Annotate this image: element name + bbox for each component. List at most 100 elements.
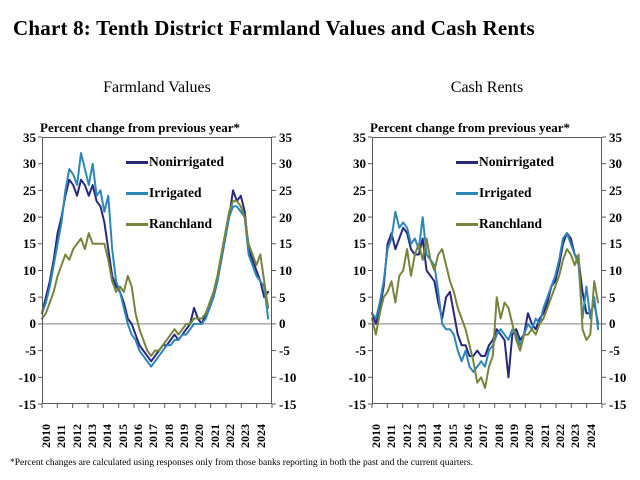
y-tick-label: -15 (609, 396, 627, 412)
chart-subtitle-cash-rents: Cash Rents (450, 79, 524, 96)
x-axis-labels: 2010 2011 2012 2013 2014 2015 2016 2017 2018 2019… (39, 409, 272, 451)
y-tick-label: 10 (279, 263, 292, 278)
chart-canvas (38, 136, 276, 408)
x-tick-label: 2012 (69, 424, 84, 448)
panel-cash-rents: Cash Rents Percent change from previous … (330, 0, 640, 450)
y-tick-label: 10 (23, 263, 36, 278)
x-tick-label: 2014 (100, 424, 115, 448)
x-tick-label: 2020 (192, 424, 207, 448)
x-tick-label: 2022 (223, 424, 237, 448)
x-tick-label: 2019 (177, 424, 191, 448)
series-line-ranchland (41, 200, 270, 357)
y-tick-label: 25 (23, 182, 36, 198)
x-tick-label: 2014 (430, 424, 445, 448)
legend-item-irrigated: Irrigated (456, 184, 554, 202)
legend-swatch-nonirrigated (126, 160, 148, 164)
x-tick-label: 2020 (522, 424, 537, 448)
legend-label: Ranchland (149, 216, 213, 231)
y-tick-label: 35 (609, 129, 622, 145)
legend-label: Irrigated (149, 185, 202, 200)
y-axis-labels-right: 35 30 25 20 15 10 5 0 -5 -10 -15 (609, 131, 640, 411)
legend-swatch-irrigated (456, 191, 478, 195)
page-title: Chart 8: Tenth District Farmland Values … (13, 16, 535, 40)
y-tick-label: -15 (348, 396, 366, 412)
plot-area: Nonirrigated Irrigated Ranchland (368, 136, 606, 408)
x-tick-label: 2024 (253, 424, 268, 448)
x-tick-label: 2015 (115, 424, 130, 448)
x-tick-label: 2010 (369, 424, 383, 448)
y-axis-labels-left: 35 30 25 20 15 10 5 0 -5 -10 -15 (2, 131, 37, 411)
y-tick-label: 10 (353, 263, 366, 278)
y-tick-label: 35 (353, 129, 366, 145)
y-tick-label: 30 (353, 156, 366, 172)
legend-swatch-nonirrigated (456, 160, 478, 164)
x-axis-labels: 2010 2011 2012 2013 2014 2015 2016 2017 2018 2019… (369, 409, 602, 451)
chart-canvas (368, 136, 606, 408)
y-tick-label: 10 (609, 263, 622, 278)
x-tick-label: 2011 (384, 424, 399, 448)
y-tick-label: 30 (279, 156, 292, 172)
y-tick-label: 20 (609, 209, 622, 225)
y-tick-label: 20 (279, 209, 292, 225)
y-tick-label: 20 (353, 209, 366, 225)
legend-item-ranchland: Ranchland (126, 215, 224, 233)
y-tick-label: -15 (18, 396, 36, 412)
footnote: *Percent changes are calculated using re… (10, 458, 473, 468)
legend-label: Irrigated (479, 185, 532, 200)
y-tick-label: 25 (279, 182, 292, 198)
legend-swatch-ranchland (456, 222, 478, 226)
legend-item-irrigated: Irrigated (126, 184, 224, 202)
y-tick-label: 0 (359, 316, 367, 332)
y-tick-label: -5 (355, 343, 366, 359)
legend-label: Nonirrigated (479, 154, 554, 169)
panel-farmland-values: Farmland Values Percent change from prev… (0, 0, 320, 450)
series-line-irrigated (371, 210, 600, 373)
legend-swatch-ranchland (126, 222, 148, 226)
y-tick-label: 15 (279, 236, 292, 252)
chart-subtitle-farmland-values: Farmland Values (103, 79, 211, 96)
x-tick-label: 2013 (415, 424, 429, 448)
y-tick-label: 35 (23, 129, 36, 145)
x-tick-label: 2017 (146, 424, 161, 448)
y-axis-labels-left: 35 30 25 20 15 10 5 0 -5 -10 -15 (332, 131, 367, 411)
y-tick-label: -5 (609, 343, 620, 359)
y-tick-label: 5 (609, 289, 616, 305)
y-axis-labels-right: 35 30 25 20 15 10 5 0 -5 -10 -15 (279, 131, 313, 411)
y-tick-label: -5 (279, 343, 290, 359)
x-tick-label: 2017 (476, 424, 491, 448)
x-tick-label: 2018 (161, 424, 176, 448)
x-tick-label: 2013 (85, 424, 99, 448)
y-tick-label: -10 (279, 369, 297, 385)
plot-frame (372, 137, 602, 404)
y-tick-label: -10 (348, 369, 366, 385)
x-tick-label: 2016 (461, 424, 475, 448)
y-tick-label: 35 (279, 129, 292, 145)
y-tick-label: 0 (609, 316, 616, 332)
y-tick-label: 5 (29, 289, 37, 305)
y-tick-label: -10 (18, 369, 36, 385)
y-tick-label: -5 (25, 343, 36, 359)
y-tick-label: 0 (29, 316, 37, 332)
y-tick-label: 30 (609, 156, 622, 172)
y-tick-label: 15 (353, 236, 366, 252)
y-tick-label: 15 (609, 236, 622, 252)
x-tick-label: 2010 (39, 424, 53, 448)
y-tick-label: 25 (353, 182, 366, 198)
series-line-ranchland (371, 237, 600, 389)
x-tick-label: 2018 (491, 424, 506, 448)
x-tick-label: 2023 (238, 424, 253, 448)
y-tick-label: 15 (23, 236, 36, 252)
plot-frame (42, 137, 272, 404)
series-line-irrigated (41, 152, 270, 368)
y-axis-title: Percent change from previous year* (370, 120, 571, 135)
y-tick-label: -15 (279, 396, 297, 412)
x-tick-label: 2012 (399, 424, 414, 448)
y-tick-label: 5 (359, 289, 367, 305)
x-tick-label: 2015 (445, 424, 460, 448)
legend-label: Ranchland (479, 216, 543, 231)
legend-item-nonirrigated: Nonirrigated (126, 153, 224, 171)
legend-item-nonirrigated: Nonirrigated (456, 153, 554, 171)
y-tick-label: 5 (279, 289, 286, 305)
legend-item-ranchland: Ranchland (456, 215, 554, 233)
plot-area: Nonirrigated Irrigated Ranchland (38, 136, 276, 408)
